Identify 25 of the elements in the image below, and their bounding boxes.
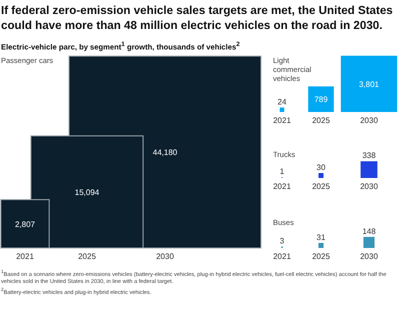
- category-label: 2025: [312, 116, 330, 125]
- data-label: 3: [280, 236, 285, 246]
- category-label: 2025: [312, 252, 330, 261]
- category-label: 2025: [312, 182, 330, 191]
- category-label: 2030: [156, 252, 174, 261]
- category-label: 2021: [273, 116, 292, 125]
- data-label: 31: [316, 232, 326, 242]
- category-label: 2021: [273, 182, 292, 191]
- data-label: 24: [278, 98, 287, 107]
- data-label: 338: [362, 151, 376, 160]
- category-label: 2030: [360, 182, 378, 191]
- data-label: 789: [314, 95, 328, 104]
- category-label: 2021: [273, 252, 292, 261]
- text: If federal zero-emission vehicle sales targets are met, the United States could have more than 48 million electric vehicles on the road in 2030.: [1, 3, 394, 33]
- category-label: 2021: [16, 252, 34, 261]
- category-label: 2030: [360, 252, 378, 261]
- data-label: 1: [280, 167, 285, 176]
- data-label: 3,801: [358, 80, 380, 89]
- data-label: 148: [362, 226, 376, 236]
- category-label: 2030: [360, 116, 378, 125]
- data-label: 30: [316, 163, 326, 172]
- data-label: 2,807: [14, 220, 36, 229]
- data-label: 15,094: [74, 188, 100, 197]
- data-label: 44,180: [152, 148, 178, 158]
- category-label: 2025: [78, 252, 96, 261]
